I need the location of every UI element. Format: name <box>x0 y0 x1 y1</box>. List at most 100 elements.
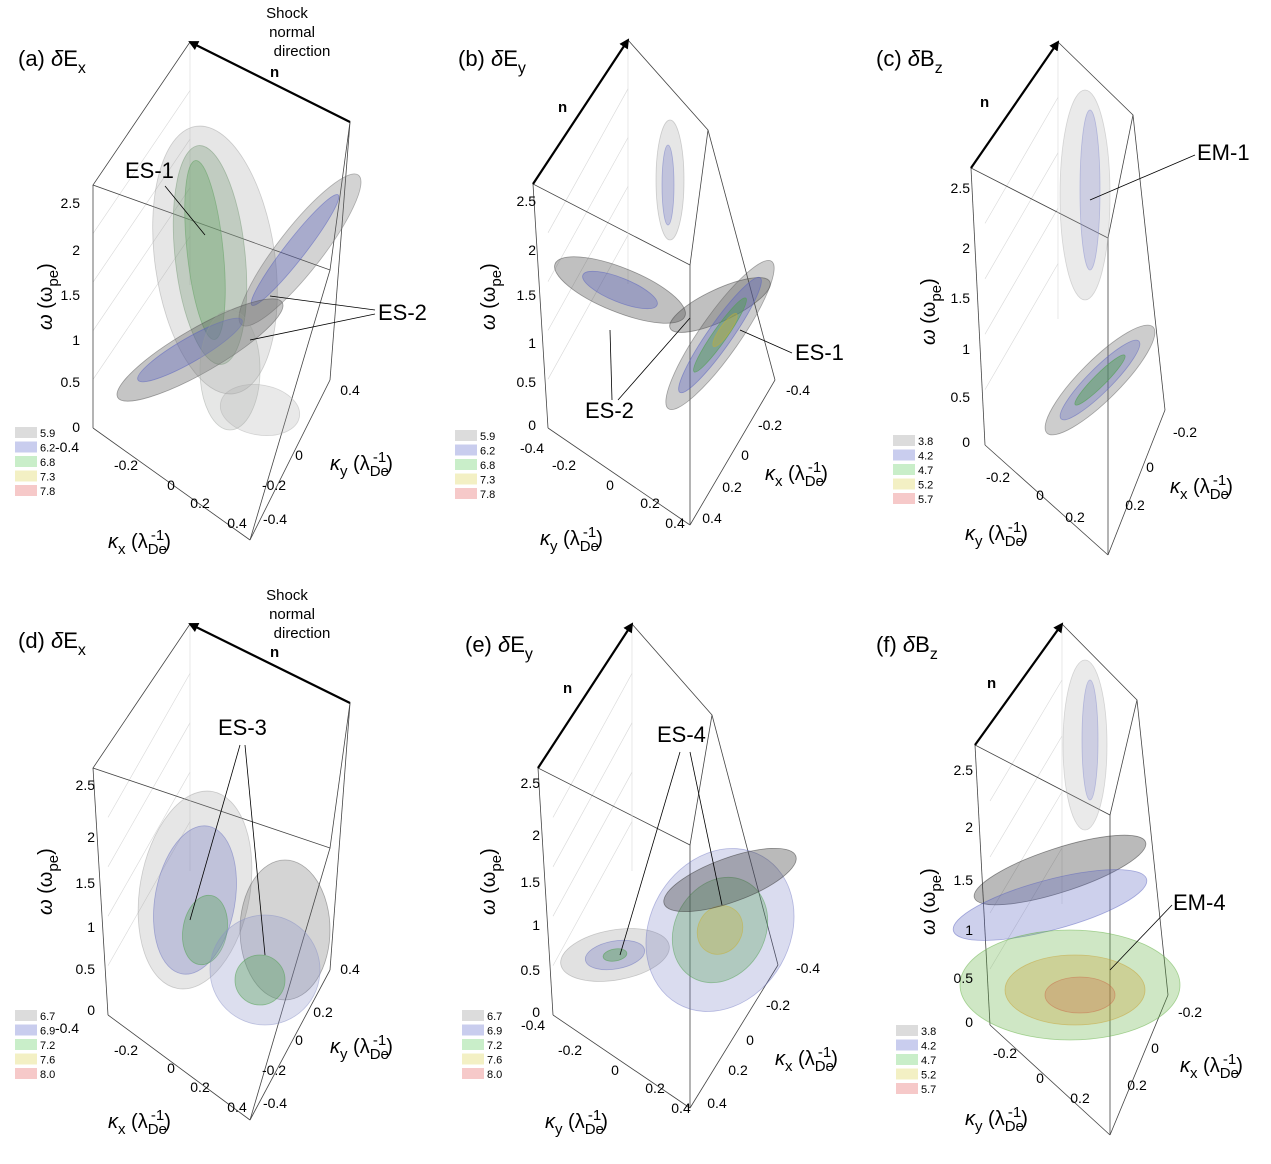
panel-d-legend: 6.7 6.9 7.2 7.6 8.0 <box>15 1010 55 1081</box>
contour-volume <box>1044 976 1116 1014</box>
y-tick-label: -0.2 <box>262 477 286 493</box>
x-tick-label: 0.2 <box>645 1080 665 1096</box>
y-tick-label: -0.4 <box>796 960 820 976</box>
legend-value: 6.9 <box>487 1026 502 1038</box>
annotation-label: ES-1 <box>795 340 844 365</box>
z-tick-label: 0.5 <box>521 962 541 978</box>
shock-normal-arrow <box>970 40 1060 169</box>
z-tick-label: 2.5 <box>517 193 537 209</box>
z-tick-label: 0.5 <box>951 389 971 405</box>
legend-value: 4.7 <box>921 1055 936 1067</box>
x-tick-label: 0 <box>167 1060 175 1076</box>
x-axis-label-text: κx (λDe-1) <box>108 1107 171 1138</box>
legend-swatch <box>462 1039 484 1050</box>
grid-line <box>552 821 633 966</box>
legend-swatch <box>896 1025 918 1036</box>
box-edge <box>1132 114 1166 411</box>
shock-normal-label: n <box>558 99 567 116</box>
legend-value: 6.8 <box>40 457 55 469</box>
grid-line <box>92 139 191 283</box>
contour-volume <box>184 160 226 340</box>
contour-volume <box>678 276 762 394</box>
shock-normal-label: n <box>270 64 279 81</box>
panel-f-volumes <box>952 659 1181 1041</box>
y-axis-label: κx (λDe-1) <box>1170 472 1233 503</box>
contour-volume <box>1074 354 1126 406</box>
box-edge <box>92 427 251 541</box>
contour-volume <box>952 869 1148 941</box>
panel-f-legend: 3.8 4.2 4.7 5.2 5.7 <box>896 1025 936 1096</box>
z-tick-label: 1.5 <box>954 872 974 888</box>
y-tick-label: -0.2 <box>758 417 782 433</box>
y-tick-label: -0.4 <box>263 511 287 527</box>
panel-a-legend: 5.9 6.2 6.8 7.3 7.8 <box>15 427 55 498</box>
box-edge <box>249 969 331 1121</box>
z-tick-label: 1 <box>962 341 970 357</box>
x-axis-label: κy (λDe-1) <box>965 519 1028 550</box>
z-tick-label: 0.5 <box>76 961 96 977</box>
z-tick-label: 1 <box>965 922 973 938</box>
grid-line <box>92 90 191 234</box>
legend-swatch <box>896 1039 918 1051</box>
z-tick-label: 0 <box>962 434 970 450</box>
grid-line <box>984 152 1059 279</box>
z-tick-label: 2 <box>528 242 536 258</box>
x-tick-label: 0 <box>611 1062 619 1078</box>
z-tick-label: 2.5 <box>954 762 974 778</box>
legend-swatch <box>462 1010 484 1021</box>
legend-swatch <box>15 1068 37 1079</box>
box-edge <box>107 1014 251 1121</box>
x-tick-label: 0 <box>167 477 175 493</box>
x-axis-label-text: κx (λDe-1) <box>108 527 171 558</box>
x-tick-label: 0.4 <box>227 515 247 531</box>
box-edge <box>547 427 691 526</box>
annotation-leader <box>189 744 241 921</box>
panel-b-legend: 5.9 6.2 6.8 7.3 7.8 <box>455 430 495 501</box>
legend-value: 6.2 <box>40 443 55 455</box>
contour-volume <box>234 954 286 1006</box>
z-axis-label: ω (ωpe) <box>35 263 62 330</box>
y-axis-label: κx (λDe-1) <box>765 459 828 490</box>
y-tick-label: 0 <box>746 1032 754 1048</box>
z-tick-label: 2 <box>532 827 540 843</box>
legend-value: 4.7 <box>918 465 933 477</box>
legend-value: 5.7 <box>921 1084 936 1096</box>
box-edge <box>711 714 779 966</box>
box-edge <box>329 121 351 381</box>
contour-volume <box>645 848 795 1012</box>
z-tick-label: 0.5 <box>954 970 974 986</box>
contour-volume <box>693 297 747 373</box>
grid-line <box>989 679 1063 802</box>
annotation-leader <box>244 744 266 956</box>
legend-swatch <box>462 1024 484 1036</box>
z-axis-label-text: ω (ωpe) <box>918 868 945 935</box>
panel-c-legend: 3.8 4.2 4.7 5.2 5.7 <box>893 435 933 506</box>
box-edge <box>249 269 331 541</box>
y-tick-label: 0 <box>295 1032 303 1048</box>
panel-f-box <box>974 623 1169 1136</box>
panel-d-box <box>92 623 351 1121</box>
y-tick-label: -0.4 <box>263 1095 287 1111</box>
z-tick-label: 2.5 <box>76 777 96 793</box>
box-edge <box>1109 994 1169 1136</box>
contour-volume <box>973 834 1147 906</box>
y-tick-label: 0 <box>1151 1040 1159 1056</box>
legend-swatch <box>455 430 477 441</box>
z-axis-label: ω (ωpe) <box>478 263 505 330</box>
grid-line <box>984 263 1059 390</box>
grid-line <box>552 673 633 818</box>
legend-value: 6.7 <box>487 1011 502 1023</box>
legend-swatch <box>15 1024 37 1036</box>
legend-swatch <box>15 456 37 467</box>
legend-value: 6.2 <box>480 446 495 458</box>
legend-value: 7.6 <box>40 1055 55 1067</box>
contour-volume <box>239 859 331 1001</box>
y-tick-label: 0.4 <box>707 1095 727 1111</box>
legend-value: 7.8 <box>40 486 55 498</box>
contour-volume <box>137 317 243 383</box>
annotation-leader <box>164 185 206 236</box>
annotation-leader <box>739 329 793 354</box>
grid-line <box>989 847 1063 970</box>
box-edge <box>974 744 991 1026</box>
